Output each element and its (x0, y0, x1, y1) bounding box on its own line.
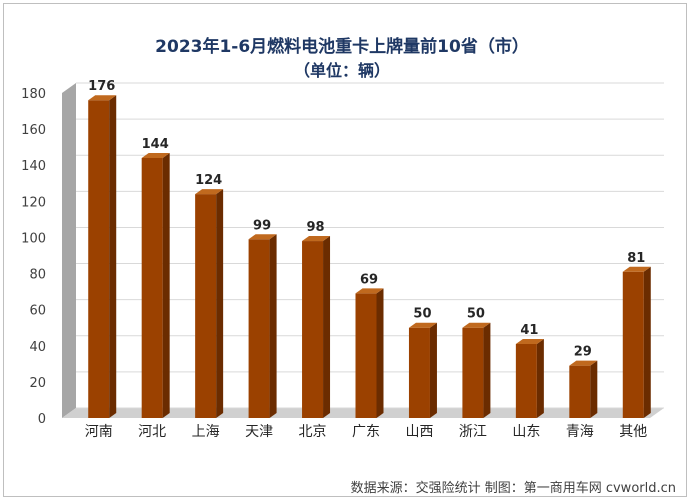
y-tick-label: 40 (29, 340, 46, 355)
x-category-label: 河北 (138, 424, 166, 440)
bar-side (590, 360, 598, 418)
bar-上海: 124 (195, 173, 224, 418)
y-tick-label: 100 (21, 231, 46, 246)
data-label: 124 (195, 173, 222, 188)
bar-北京: 98 (302, 220, 331, 418)
bar-front (408, 327, 430, 418)
bar-top (248, 234, 277, 240)
chart-frame: 0 20 40 60 80 100 120 140 160 180 176 144 124 99 98 69… (3, 3, 687, 497)
bar-山西: 50 (408, 307, 437, 418)
bar-front (141, 158, 163, 418)
bar-top (408, 322, 437, 328)
y-tick-label: 160 (21, 123, 46, 138)
data-label: 99 (253, 218, 271, 233)
bar-side (109, 95, 117, 418)
bar-山东: 41 (515, 323, 544, 418)
x-category-label: 其他 (619, 424, 647, 440)
bar-front (462, 327, 484, 418)
bar-front (248, 239, 270, 418)
chart-subtitle: （单位：辆） (294, 61, 390, 80)
x-category-label: 青海 (566, 424, 594, 440)
bar-top (195, 189, 224, 195)
bar-side (643, 266, 651, 418)
bar-河北: 144 (142, 137, 170, 418)
bar-top (88, 95, 117, 101)
bar-top (141, 153, 170, 158)
y-tick-label: 140 (21, 159, 46, 174)
bar-top (302, 236, 331, 242)
bar-side (269, 234, 277, 418)
data-label: 29 (574, 345, 592, 360)
bar-side (376, 288, 384, 418)
data-label: 69 (360, 272, 378, 287)
bar-front (88, 100, 110, 418)
bar-front (515, 343, 537, 418)
bar-front (355, 293, 377, 418)
bar-top (355, 288, 384, 294)
x-category-label: 北京 (299, 424, 327, 440)
bar-side (483, 322, 491, 418)
data-label: 144 (142, 137, 169, 152)
y-tick-label: 20 (29, 376, 46, 391)
bar-side (536, 338, 544, 418)
x-category-label: 山西 (405, 424, 433, 440)
source-note: 数据来源：交强险统计 制图：第一商用车网 cvworld.cn (351, 480, 676, 496)
bar-front (302, 241, 324, 418)
bar-side (323, 236, 331, 418)
data-label: 98 (306, 220, 324, 235)
bar-top (462, 322, 491, 328)
y-tick-label: 60 (29, 304, 46, 319)
bar-浙江: 50 (462, 307, 491, 418)
bar-top (569, 360, 598, 366)
bars: 176 144 124 99 98 69 50 50 41 29 81 (88, 79, 651, 418)
chart-title: 2023年1-6月燃料电池重卡上牌量前10省（市） (155, 36, 529, 57)
bar-front (569, 365, 591, 418)
x-axis-categories: 河南 河北 上海 天津 北京 广东 山西 浙江 山东 青海 其他 (85, 424, 648, 440)
y-tick-label: 180 (21, 87, 46, 102)
bar-其他: 81 (622, 251, 651, 418)
y-tick-label: 0 (38, 412, 46, 427)
gridlines (76, 82, 664, 409)
data-label: 41 (520, 323, 538, 338)
data-label: 50 (467, 307, 485, 322)
x-category-label: 浙江 (459, 424, 487, 440)
bar-side (216, 189, 224, 418)
bar-天津: 99 (248, 218, 277, 418)
x-category-label: 上海 (192, 424, 220, 440)
bar-front (622, 271, 644, 418)
bar-top (622, 266, 651, 272)
bar-青海: 29 (569, 345, 598, 418)
data-label: 50 (413, 307, 431, 322)
data-label: 81 (627, 251, 645, 266)
bar-side (162, 153, 170, 418)
y-tick-label: 80 (29, 268, 46, 283)
side-wall (62, 83, 76, 418)
bar-side (429, 322, 437, 418)
bar-front (195, 194, 217, 418)
x-category-label: 天津 (245, 424, 273, 440)
bar-chart: 0 20 40 60 80 100 120 140 160 180 176 144 124 99 98 69… (21, 36, 676, 496)
x-category-label: 山东 (512, 424, 540, 440)
bar-广东: 69 (355, 272, 384, 418)
bar-top (515, 338, 544, 344)
x-category-label: 广东 (352, 424, 380, 440)
y-tick-label: 120 (21, 195, 46, 210)
x-category-label: 河南 (85, 424, 113, 440)
data-label: 176 (88, 79, 115, 94)
y-axis-ticks: 0 20 40 60 80 100 120 140 160 180 (21, 87, 46, 427)
bar-河南: 176 (88, 79, 117, 418)
